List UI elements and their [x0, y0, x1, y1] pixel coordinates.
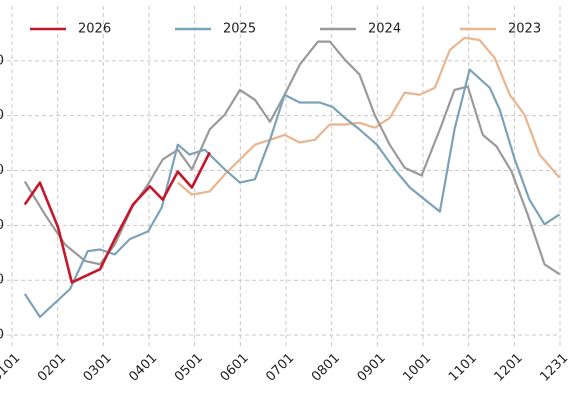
x-tick-label: 1001	[400, 351, 434, 385]
x-tick-label: 0101	[0, 351, 23, 385]
legend-label: 2025	[223, 22, 256, 37]
series-line	[23, 151, 211, 284]
x-tick-label: 0601	[218, 351, 252, 385]
y-tick-label: 20	[0, 273, 4, 288]
series-line	[23, 40, 561, 276]
legend-label: 2023	[508, 22, 541, 37]
x-tick-label: 0801	[309, 351, 343, 385]
series-line	[23, 68, 561, 318]
y-tick-label: 50	[0, 108, 4, 123]
x-tick-label: 0901	[355, 351, 389, 385]
x-tick-label: 1101	[446, 351, 480, 385]
x-tick-label: 0701	[263, 351, 297, 385]
y-tick-label: 30	[0, 218, 4, 233]
legend-label: 2024	[368, 22, 401, 37]
legend-label: 2026	[78, 22, 111, 37]
y-tick-label: 60	[0, 53, 4, 68]
x-tick-label: 0501	[172, 351, 206, 385]
x-tick-label: 0301	[81, 351, 115, 385]
x-tick-label: 0401	[126, 351, 160, 385]
x-tick-label: 1201	[492, 351, 526, 385]
series-line	[177, 36, 561, 196]
y-tick-label: 40	[0, 163, 4, 178]
x-tick-label: 0201	[35, 351, 69, 385]
y-tick-label: 10	[0, 328, 4, 343]
x-tick-label: 1231	[537, 351, 571, 385]
